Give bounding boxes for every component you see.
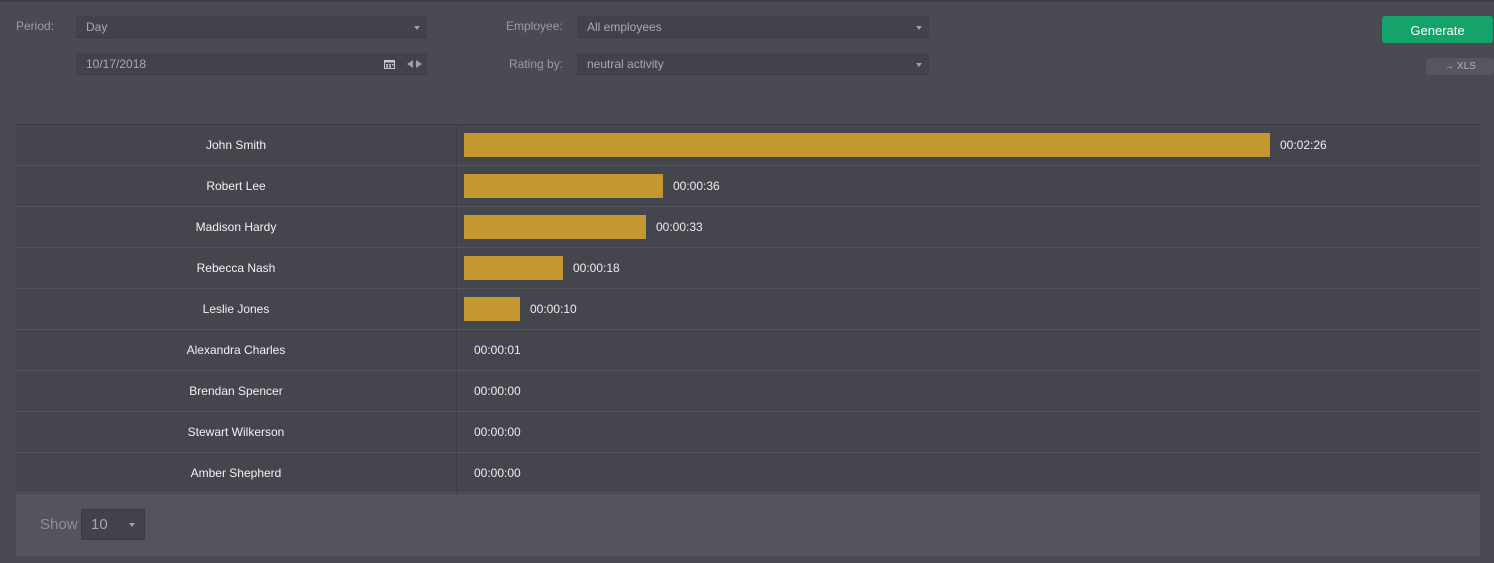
duration-label: 00:00:33: [656, 220, 703, 234]
table-row: Robert Lee 00:00:36: [16, 166, 1480, 207]
table-footer: Show 10: [16, 494, 1480, 556]
table-row: Brendan Spencer 00:00:00: [16, 371, 1480, 412]
column-divider: [456, 412, 457, 452]
employee-value: All employees: [587, 20, 662, 34]
duration-label: 00:00:00: [474, 425, 521, 439]
activity-bar: [464, 174, 663, 198]
duration-label: 00:00:36: [673, 179, 720, 193]
table-row: Alexandra Charles 00:00:01: [16, 330, 1480, 371]
rating-label: Rating by:: [509, 57, 564, 71]
chevron-down-icon: [129, 523, 135, 527]
activity-rating-table: John Smith 00:02:26 Robert Lee 00:00:36 Madi…: [16, 124, 1480, 495]
period-select[interactable]: Day: [76, 16, 427, 38]
rating-select[interactable]: neutral activity: [577, 53, 929, 75]
date-field[interactable]: 10/17/2018: [76, 53, 427, 75]
show-label: Show: [40, 516, 78, 533]
table-row: Leslie Jones 00:00:10: [16, 289, 1480, 330]
rating-value: neutral activity: [587, 57, 664, 71]
employee-name: Alexandra Charles: [186, 343, 286, 357]
export-xls-button[interactable]: → XLS: [1426, 58, 1494, 75]
employee-name: Stewart Wilkerson: [187, 425, 285, 439]
employee-name: Robert Lee: [206, 179, 266, 193]
employee-name: Rebecca Nash: [196, 261, 276, 275]
duration-label: 00:00:01: [474, 343, 521, 357]
page-size-value: 10: [91, 516, 108, 533]
column-divider: [456, 330, 457, 370]
duration-label: 00:00:18: [573, 261, 620, 275]
chevron-down-icon: [916, 63, 922, 67]
column-divider: [456, 207, 457, 247]
employee-name: John Smith: [205, 138, 267, 152]
date-value: 10/17/2018: [86, 57, 147, 71]
duration-label: 00:00:00: [474, 384, 521, 398]
duration-label: 00:02:26: [1280, 138, 1327, 152]
table-row: Rebecca Nash 00:00:18: [16, 248, 1480, 289]
activity-bar: [464, 133, 1270, 157]
generate-button[interactable]: Generate: [1382, 16, 1493, 43]
column-divider: [456, 289, 457, 329]
table-row: John Smith 00:02:26: [16, 125, 1480, 166]
calendar-icon[interactable]: [384, 59, 395, 69]
activity-bar: [464, 215, 646, 239]
period-label: Period:: [16, 19, 55, 33]
activity-bar: [464, 256, 563, 280]
table-row: Stewart Wilkerson 00:00:00: [16, 412, 1480, 453]
next-date-arrow-icon[interactable]: [416, 60, 422, 68]
duration-label: 00:00:10: [530, 302, 577, 316]
chevron-down-icon: [916, 26, 922, 30]
column-divider: [456, 371, 457, 411]
previous-date-arrow-icon[interactable]: [407, 60, 413, 68]
column-divider: [456, 453, 457, 492]
employee-name: Madison Hardy: [195, 220, 277, 234]
employee-name: Brendan Spencer: [189, 384, 283, 398]
table-row: Madison Hardy 00:00:33: [16, 207, 1480, 248]
employee-select[interactable]: All employees: [577, 16, 929, 38]
column-divider: [456, 248, 457, 288]
activity-bar: [464, 297, 520, 321]
column-divider: [456, 125, 457, 165]
table-row: Amber Shepherd 00:00:00: [16, 453, 1480, 493]
employee-name: Amber Shepherd: [190, 465, 282, 480]
period-value: Day: [86, 20, 108, 34]
employee-label: Employee:: [506, 19, 563, 33]
top-border: [0, 0, 1494, 2]
employee-name: Leslie Jones: [202, 302, 270, 316]
page-size-select[interactable]: 10: [81, 509, 145, 540]
duration-label: 00:00:00: [474, 466, 521, 480]
chevron-down-icon: [414, 26, 420, 30]
column-divider: [456, 166, 457, 206]
